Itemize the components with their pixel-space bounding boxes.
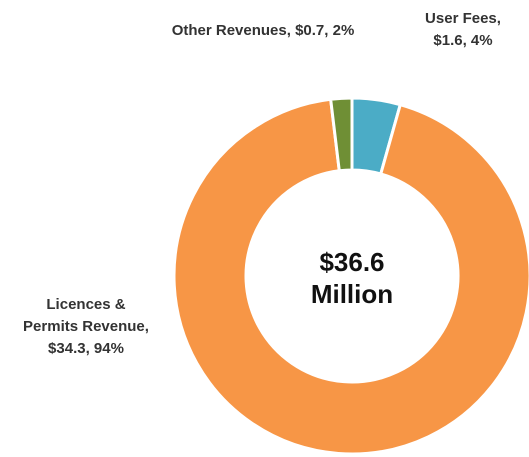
center-label: $36.6 Million [310,247,394,309]
donut-slice [328,96,354,173]
data-label: Licences & Permits Revenue, $34.3, 94% [23,296,149,357]
donut-slice [172,97,529,456]
data-label: Other Revenues, $0.7, 2% [171,22,355,39]
data-label: User Fees, $1.6, 4% [425,10,501,49]
